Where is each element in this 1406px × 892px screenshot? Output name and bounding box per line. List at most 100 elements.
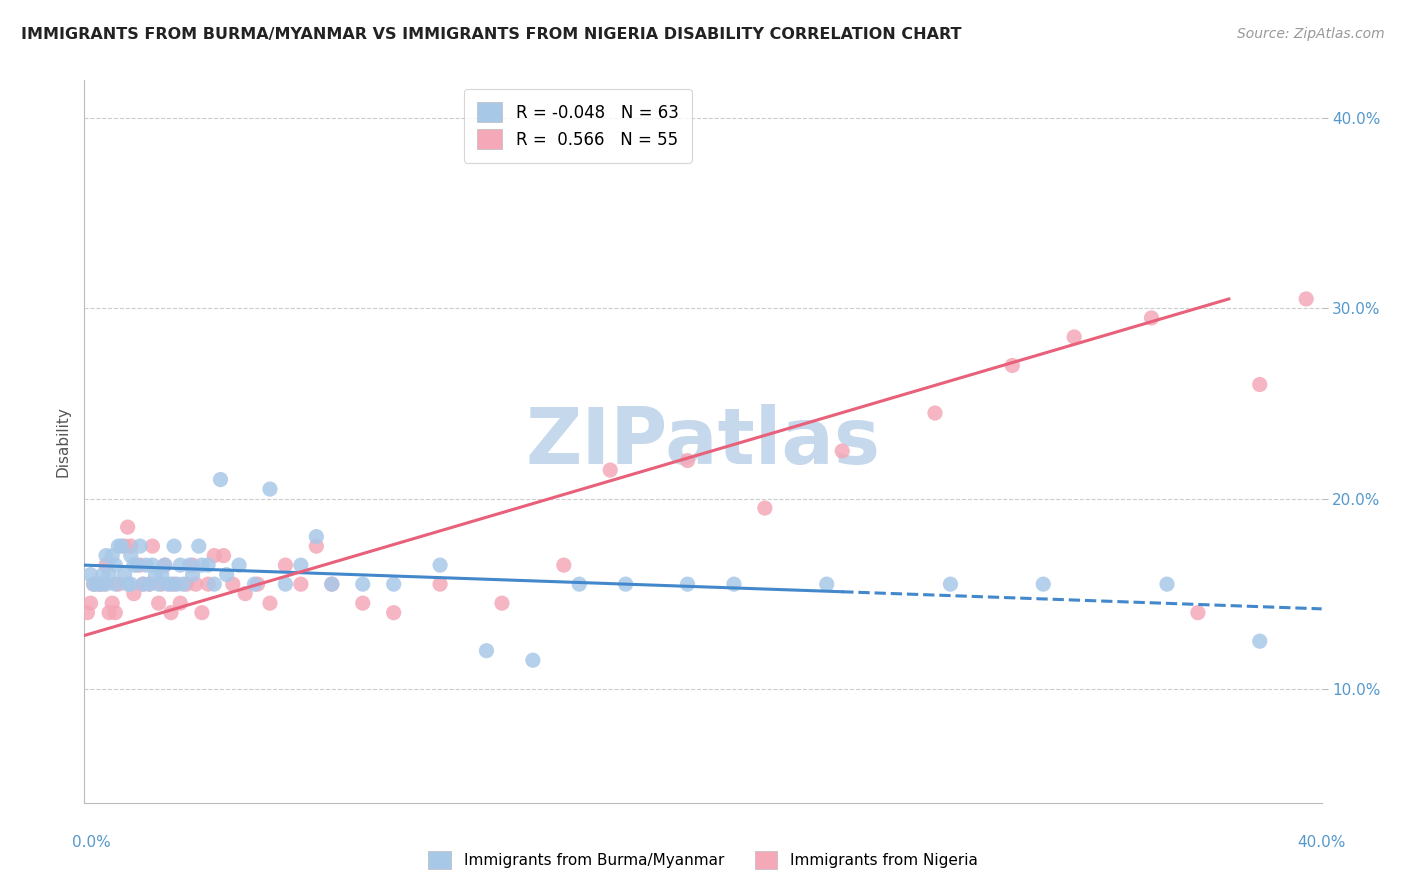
Text: IMMIGRANTS FROM BURMA/MYANMAR VS IMMIGRANTS FROM NIGERIA DISABILITY CORRELATION : IMMIGRANTS FROM BURMA/MYANMAR VS IMMIGRA… [21,27,962,42]
Point [135,558,157,573]
Point [145,567,167,582]
Point [1187,606,1209,620]
Point [274,558,297,573]
Point [1063,330,1085,344]
Point [228,558,250,573]
Point [382,577,405,591]
Point [117,577,139,591]
Point [120,577,142,591]
Point [491,596,513,610]
Point [831,444,853,458]
Point [153,558,176,573]
Point [321,577,343,591]
Point [181,567,204,582]
Point [169,596,191,610]
Point [290,577,312,591]
Point [176,577,198,591]
Point [141,539,163,553]
Point [110,539,132,553]
Text: 40.0%: 40.0% [1298,836,1346,850]
Point [120,539,142,553]
Point [1249,634,1271,648]
Point [184,577,207,591]
Point [89,577,111,591]
Point [522,653,544,667]
Point [676,577,699,591]
Point [148,596,170,610]
Point [153,558,176,573]
Point [246,577,269,591]
Point [202,549,225,563]
Point [120,549,142,563]
Point [156,577,179,591]
Point [94,577,117,591]
Point [83,577,105,591]
Point [114,567,136,582]
Point [101,596,124,610]
Point [924,406,946,420]
Point [104,577,127,591]
Point [132,577,155,591]
Point [98,567,121,582]
Point [222,577,245,591]
Point [233,587,256,601]
Point [939,577,962,591]
Text: 0.0%: 0.0% [72,836,111,850]
Point [676,453,699,467]
Point [91,577,114,591]
Point [104,606,127,620]
Point [215,567,238,582]
Point [187,539,209,553]
Point [1295,292,1317,306]
Point [191,558,214,573]
Point [754,501,776,516]
Point [352,596,374,610]
Point [568,577,591,591]
Point [141,558,163,573]
Point [98,606,121,620]
Point [163,539,186,553]
Point [429,577,451,591]
Point [79,567,101,582]
Point [86,577,108,591]
Point [129,539,152,553]
Point [101,549,124,563]
Point [259,596,281,610]
Point [815,577,838,591]
Point [148,577,170,591]
Point [599,463,621,477]
Point [122,558,145,573]
Legend: Immigrants from Burma/Myanmar, Immigrants from Nigeria: Immigrants from Burma/Myanmar, Immigrant… [422,845,984,875]
Point [138,577,160,591]
Point [1032,577,1054,591]
Text: Source: ZipAtlas.com: Source: ZipAtlas.com [1237,27,1385,41]
Point [1249,377,1271,392]
Point [150,577,173,591]
Point [305,530,328,544]
Point [91,567,114,582]
Point [202,577,225,591]
Point [197,577,219,591]
Point [89,577,111,591]
Point [191,606,214,620]
Point [166,577,188,591]
Point [138,577,160,591]
Point [723,577,745,591]
Point [125,558,148,573]
Point [79,596,101,610]
Point [94,558,117,573]
Point [107,539,129,553]
Point [352,577,374,591]
Point [382,606,405,620]
Point [160,577,183,591]
Point [274,577,297,591]
Point [163,577,186,591]
Point [83,577,105,591]
Point [243,577,266,591]
Point [179,558,201,573]
Y-axis label: Disability: Disability [55,406,70,477]
Point [1140,310,1163,325]
Point [321,577,343,591]
Point [181,558,204,573]
Point [305,539,328,553]
